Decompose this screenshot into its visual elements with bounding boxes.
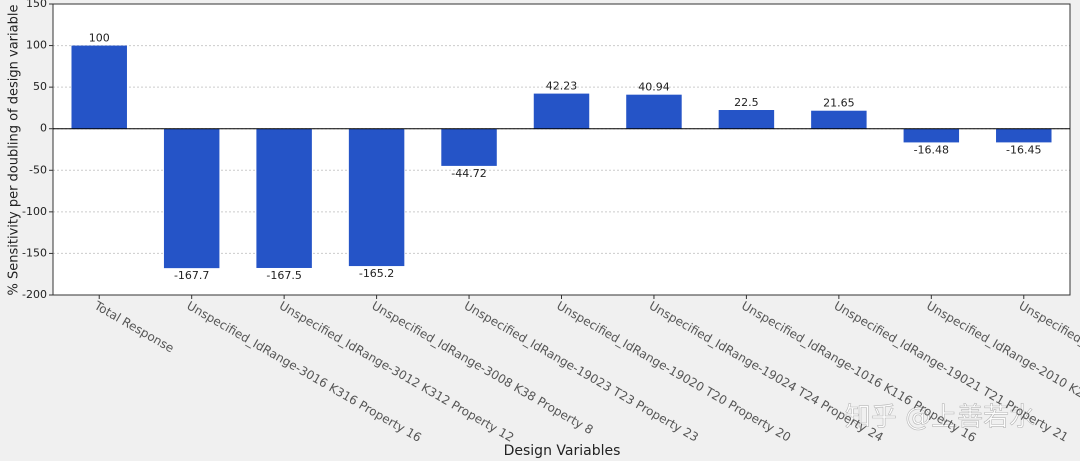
bar bbox=[256, 128, 312, 268]
plot-area bbox=[53, 4, 1070, 295]
y-tick-label: 100 bbox=[26, 39, 47, 52]
bar bbox=[718, 110, 775, 129]
watermark: 知乎 @上善若水 bbox=[845, 403, 1035, 433]
y-tick-label: 150 bbox=[26, 0, 47, 10]
data-label: -16.45 bbox=[1006, 143, 1041, 156]
y-tick-label: 0 bbox=[40, 122, 47, 135]
data-label: -167.5 bbox=[266, 269, 301, 282]
y-tick-label: -200 bbox=[22, 288, 47, 301]
data-label: -44.72 bbox=[451, 167, 486, 180]
y-axis-label: % Sensitivity per doubling of design var… bbox=[7, 5, 22, 296]
bar bbox=[533, 93, 590, 129]
data-label: -167.7 bbox=[174, 269, 209, 282]
bar bbox=[71, 45, 127, 129]
data-label: 40.94 bbox=[638, 81, 670, 94]
data-label: 21.65 bbox=[823, 97, 855, 110]
y-tick-label: 50 bbox=[33, 80, 47, 93]
bars bbox=[71, 45, 1052, 269]
bar bbox=[163, 128, 220, 269]
y-tick-label: -100 bbox=[22, 205, 47, 218]
data-label: -16.48 bbox=[914, 143, 949, 156]
y-tick-label: -150 bbox=[22, 246, 47, 259]
data-label: 42.23 bbox=[546, 80, 578, 93]
data-label: -165.2 bbox=[359, 267, 394, 280]
bar bbox=[441, 128, 497, 166]
x-tick-label: Total Response bbox=[91, 298, 176, 355]
bar bbox=[811, 110, 867, 129]
bar bbox=[626, 94, 682, 129]
bar bbox=[996, 128, 1052, 143]
bar bbox=[903, 128, 960, 143]
bar bbox=[348, 128, 405, 267]
data-label: 100 bbox=[89, 32, 110, 45]
y-tick-label: -50 bbox=[29, 163, 47, 176]
x-axis-label: Design Variables bbox=[504, 443, 621, 459]
data-label: 22.5 bbox=[734, 96, 759, 109]
